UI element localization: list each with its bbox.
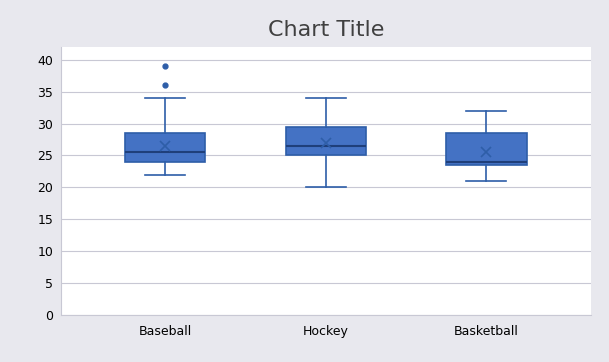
PathPatch shape (125, 133, 205, 162)
PathPatch shape (446, 133, 527, 165)
Title: Chart Title: Chart Title (267, 20, 384, 40)
PathPatch shape (286, 127, 366, 156)
